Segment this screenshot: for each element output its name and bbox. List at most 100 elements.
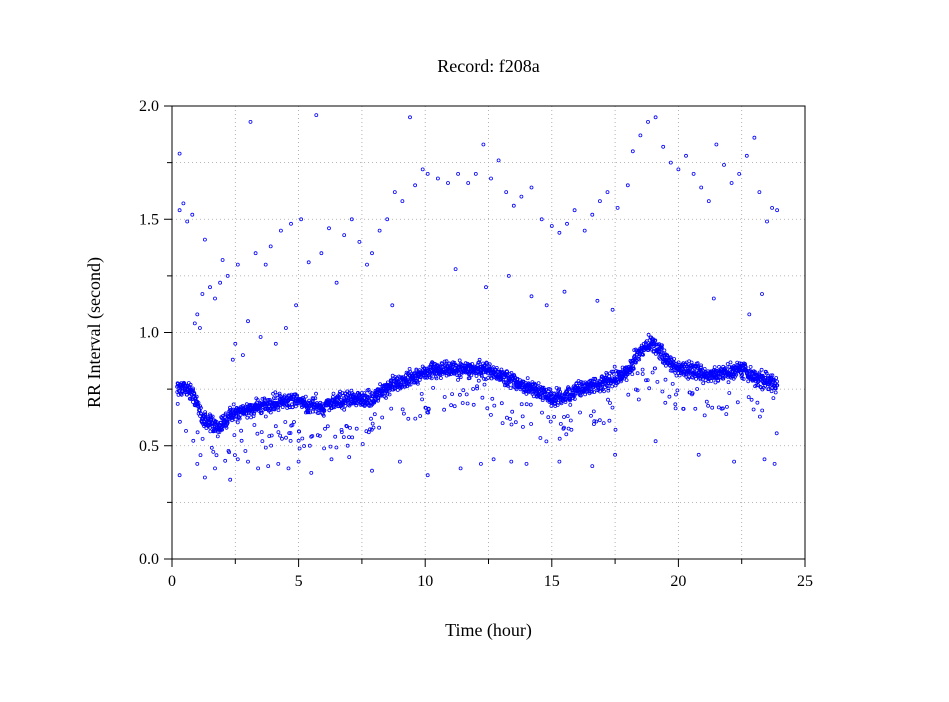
rr-data-point <box>195 430 200 435</box>
rr-data-point <box>412 371 417 376</box>
rr-data-point <box>606 386 611 391</box>
rr-data-point <box>342 407 347 412</box>
rr-data-point <box>646 120 650 124</box>
rr-data-point <box>387 392 392 397</box>
rr-data-point <box>314 113 319 117</box>
rr-data-point <box>573 391 578 396</box>
rr-data-point <box>195 312 200 317</box>
rr-data-point <box>529 294 534 299</box>
rr-data-point <box>397 459 402 464</box>
rr-data-point <box>293 404 298 409</box>
rr-data-point <box>369 416 373 421</box>
rr-data-point <box>752 135 757 140</box>
rr-data-point <box>440 361 445 366</box>
chart-title: Record: f208a <box>437 56 539 76</box>
rr-data-point <box>505 382 510 387</box>
rr-data-point <box>319 251 324 256</box>
rr-data-point <box>538 436 543 440</box>
rr-data-point <box>456 171 461 176</box>
rr-data-point <box>432 371 437 376</box>
y-tick-label: 0.0 <box>139 551 159 568</box>
rr-data-point <box>231 402 236 407</box>
rr-data-point <box>425 171 430 176</box>
rr-data-point <box>681 406 686 411</box>
rr-data-point <box>400 407 405 412</box>
rr-data-point <box>475 386 480 391</box>
rr-data-point <box>536 381 541 386</box>
rr-data-point <box>615 205 620 210</box>
rr-data-point <box>415 381 420 386</box>
rr-data-point <box>322 446 327 451</box>
rr-data-point <box>613 427 618 432</box>
rr-data-point <box>653 115 658 120</box>
rr-data-point <box>311 396 316 401</box>
rr-data-point <box>218 280 223 285</box>
rr-data-point <box>598 199 602 204</box>
rr-data-point <box>276 430 281 435</box>
rr-data-point <box>612 364 617 369</box>
rr-data-point <box>280 436 284 441</box>
rr-data-point <box>255 431 260 436</box>
x-tick-label: 10 <box>417 573 433 590</box>
rr-data-point <box>557 230 562 235</box>
rr-data-point <box>413 183 418 188</box>
rr-data-point <box>540 398 545 403</box>
x-tick-label: 15 <box>544 573 560 590</box>
rr-data-point <box>339 405 344 410</box>
rr-data-point <box>452 404 457 409</box>
rr-data-point <box>481 142 486 147</box>
rr-data-point <box>565 414 570 419</box>
rr-data-point <box>214 453 219 458</box>
rr-data-point <box>177 473 182 478</box>
rr-data-point <box>626 392 631 397</box>
rr-data-point <box>203 412 208 417</box>
rr-data-point <box>589 413 593 418</box>
rr-data-point <box>555 403 560 407</box>
rr-data-point <box>223 458 228 463</box>
rr-data-point <box>769 389 774 394</box>
rr-data-point <box>299 217 304 222</box>
rr-data-point <box>408 382 413 387</box>
rr-data-point <box>486 376 491 380</box>
rr-data-point <box>429 376 434 381</box>
rr-data-point <box>668 355 673 360</box>
rr-data-point <box>357 239 362 244</box>
rr-data-point <box>331 391 336 396</box>
rr-data-point <box>197 326 202 330</box>
rr-data-point <box>660 389 665 394</box>
rr-data-point <box>582 228 587 233</box>
rr-data-point <box>713 380 718 385</box>
rr-data-point <box>442 395 447 399</box>
rr-data-point <box>710 405 715 410</box>
rr-data-point <box>313 396 318 401</box>
rr-data-point <box>333 398 338 403</box>
rr-data-point <box>566 392 571 397</box>
rr-data-point <box>635 371 640 376</box>
rr-data-point <box>230 357 235 362</box>
rr-data-point <box>328 444 333 449</box>
rr-data-point <box>203 410 208 415</box>
rr-data-point <box>624 378 629 383</box>
rr-data-point <box>604 372 609 377</box>
rr-data-point <box>192 321 197 326</box>
y-tick-label: 2.0 <box>139 98 159 115</box>
rr-data-point <box>239 428 244 433</box>
rr-data-point <box>290 405 295 410</box>
rr-data-point <box>188 382 193 387</box>
rr-data-point <box>746 379 751 384</box>
rr-data-point <box>674 392 678 397</box>
rr-data-point <box>660 343 664 348</box>
rr-data-point <box>401 411 406 416</box>
rr-data-point <box>444 359 449 364</box>
rr-data-point <box>216 429 220 434</box>
rr-data-point <box>611 371 616 376</box>
rr-data-point <box>185 219 190 224</box>
rr-data-point <box>544 439 549 444</box>
rr-data-point <box>243 449 248 453</box>
rr-data-point <box>762 457 767 462</box>
rr-data-point <box>578 410 582 415</box>
rr-data-point <box>181 201 186 206</box>
rr-data-point <box>774 431 779 436</box>
rr-data-point <box>663 400 668 405</box>
rr-data-point <box>329 457 334 462</box>
